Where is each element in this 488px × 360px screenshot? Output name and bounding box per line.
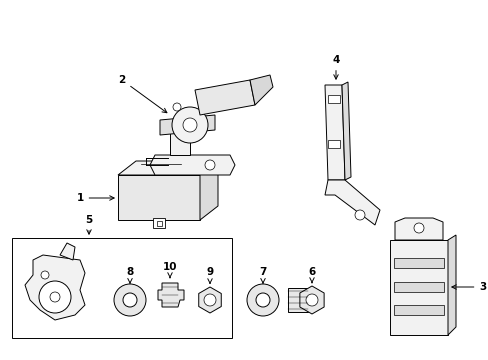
Circle shape — [123, 293, 137, 307]
Text: 7: 7 — [259, 267, 266, 283]
Text: 5: 5 — [85, 215, 92, 234]
Bar — [153, 218, 164, 228]
Polygon shape — [394, 218, 442, 240]
Bar — [393, 305, 443, 315]
Polygon shape — [60, 243, 75, 260]
Text: 6: 6 — [308, 267, 315, 283]
Polygon shape — [25, 255, 85, 320]
Polygon shape — [118, 175, 200, 220]
Bar — [12, 238, 231, 338]
Polygon shape — [200, 161, 218, 220]
Polygon shape — [341, 82, 350, 180]
Circle shape — [256, 293, 269, 307]
Circle shape — [114, 284, 146, 316]
Polygon shape — [160, 115, 215, 135]
Circle shape — [204, 160, 215, 170]
Polygon shape — [447, 235, 455, 335]
Polygon shape — [299, 286, 324, 314]
Circle shape — [172, 107, 207, 143]
Circle shape — [50, 292, 60, 302]
Bar — [393, 258, 443, 268]
Circle shape — [305, 294, 317, 306]
Bar — [287, 288, 307, 312]
Circle shape — [203, 294, 216, 306]
Circle shape — [183, 118, 197, 132]
Text: 3: 3 — [451, 282, 486, 292]
Circle shape — [354, 210, 364, 220]
Text: 2: 2 — [118, 75, 166, 113]
Circle shape — [173, 103, 181, 111]
Polygon shape — [158, 283, 183, 307]
Polygon shape — [198, 287, 221, 313]
Polygon shape — [325, 180, 379, 225]
Bar — [393, 282, 443, 292]
Text: 4: 4 — [332, 55, 339, 79]
Circle shape — [39, 281, 71, 313]
Text: 1: 1 — [76, 193, 114, 203]
Text: 9: 9 — [206, 267, 213, 283]
Polygon shape — [249, 75, 272, 105]
Circle shape — [413, 223, 423, 233]
Polygon shape — [170, 120, 190, 155]
Polygon shape — [150, 155, 235, 175]
Text: 8: 8 — [126, 267, 133, 283]
Text: 10: 10 — [163, 262, 177, 278]
Polygon shape — [325, 85, 345, 180]
Bar — [157, 221, 162, 226]
Bar — [327, 95, 339, 103]
Bar — [389, 240, 447, 335]
Circle shape — [246, 284, 279, 316]
Circle shape — [41, 271, 49, 279]
Polygon shape — [195, 80, 254, 115]
Polygon shape — [118, 161, 218, 175]
Bar — [327, 140, 339, 148]
